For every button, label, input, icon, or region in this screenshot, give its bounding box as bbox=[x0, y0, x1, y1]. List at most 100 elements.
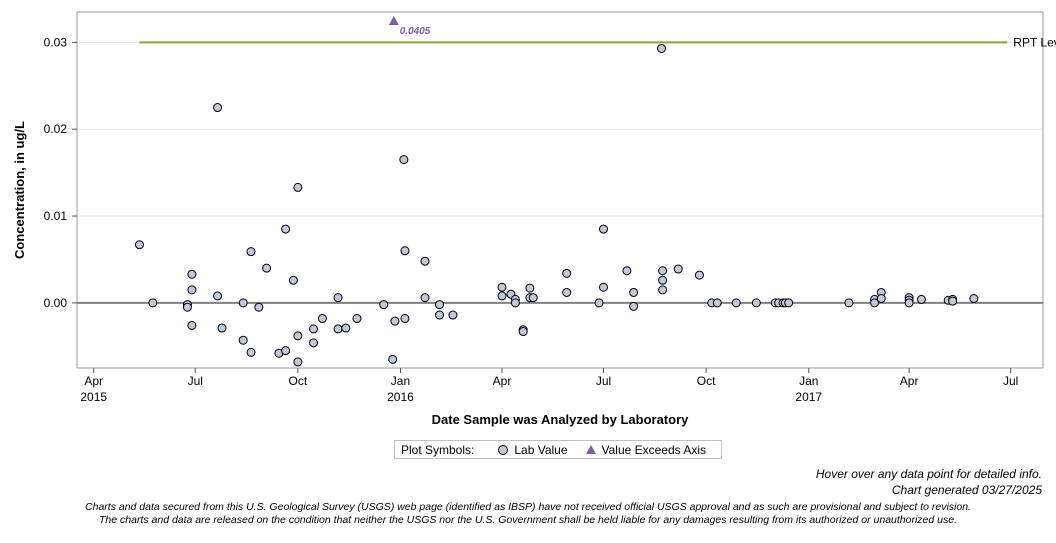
legend-title: Plot Symbols: bbox=[401, 442, 475, 457]
lab-value-point bbox=[134, 240, 144, 250]
x-tick-label: Jan bbox=[391, 374, 410, 388]
lab-value-point bbox=[599, 282, 609, 292]
rpt-level-label: RPT Level bbox=[1013, 35, 1056, 49]
y-tick-label: 0.02 bbox=[44, 122, 68, 136]
lab-value-point bbox=[784, 298, 794, 308]
lab-value-point bbox=[510, 298, 520, 308]
lab-value-point bbox=[658, 285, 668, 295]
lab-value-point bbox=[281, 346, 291, 356]
x-tick-label: Apr bbox=[900, 374, 919, 388]
lab-value-point bbox=[333, 293, 343, 303]
y-tick-label: 0.03 bbox=[44, 35, 68, 49]
lab-value-point bbox=[293, 182, 303, 192]
disclaimer: Charts and data secured from this U.S. G… bbox=[0, 501, 1056, 527]
lab-value-point bbox=[187, 285, 197, 295]
x-axis-title: Date Sample was Analyzed by Laboratory bbox=[432, 412, 689, 427]
lab-value-point bbox=[969, 294, 979, 304]
lab-value-point bbox=[288, 275, 298, 285]
grid-layer bbox=[77, 41, 1043, 304]
disclaimer-line-2: The charts and data are released on the … bbox=[99, 514, 957, 526]
lab-value-point bbox=[420, 256, 430, 266]
lab-value-point bbox=[187, 269, 197, 279]
x-tick-label: Jul bbox=[188, 374, 203, 388]
lab-value-point bbox=[448, 310, 458, 320]
lab-value-point bbox=[562, 268, 572, 278]
lab-value-point bbox=[904, 298, 914, 308]
lab-value-point bbox=[390, 316, 400, 326]
lab-value-point bbox=[341, 323, 351, 333]
lab-value-point bbox=[694, 270, 704, 280]
lab-value-point bbox=[629, 301, 639, 311]
lab-value-point bbox=[213, 291, 223, 301]
lab-value-point bbox=[293, 331, 303, 341]
chart-notes: Hover over any data point for detailed i… bbox=[816, 466, 1042, 498]
exceeds-axis-label: 0.0405 bbox=[400, 26, 431, 37]
lab-value-point bbox=[379, 300, 389, 310]
lab-value-point bbox=[731, 298, 741, 308]
lab-value-point bbox=[246, 347, 256, 357]
hover-note: Hover over any data point for detailed i… bbox=[815, 467, 1042, 481]
lab-value-point bbox=[182, 302, 192, 312]
legend: Plot Symbols: Lab Value Value Exceeds Ax… bbox=[394, 440, 722, 459]
x-tick-label: Apr bbox=[84, 374, 103, 388]
lab-value-legend-icon bbox=[498, 444, 509, 455]
lab-value-point bbox=[187, 320, 197, 330]
lab-value-point bbox=[293, 357, 303, 367]
lab-value-point bbox=[352, 314, 362, 324]
legend-item-lab-value: Lab Value bbox=[514, 442, 568, 457]
lab-value-point bbox=[599, 224, 609, 234]
lab-value-point bbox=[658, 275, 668, 285]
lab-value-point bbox=[948, 296, 958, 306]
lab-value-point bbox=[497, 282, 507, 292]
legend-item-value-exceeds-axis: Value Exceeds Axis bbox=[601, 442, 707, 457]
lab-value-point bbox=[333, 324, 343, 334]
x-tick-label: Jan bbox=[799, 374, 818, 388]
y-axis-title: Concentration, in ug/L bbox=[12, 121, 27, 259]
lab-value-point bbox=[420, 293, 430, 303]
lab-value-point bbox=[658, 266, 668, 276]
generated-note: Chart generated 03/27/2025 bbox=[891, 483, 1042, 497]
lab-value-point bbox=[629, 287, 639, 297]
x-axis: Apr 2015 Jul Oct Jan 2016 Apr Jul Oct Jan 2017 Apr J… bbox=[80, 368, 1018, 404]
lab-value-point bbox=[562, 287, 572, 297]
lab-value-point bbox=[435, 310, 445, 320]
lab-value-point bbox=[497, 291, 507, 301]
lab-value-point bbox=[751, 298, 761, 308]
lab-value-point bbox=[673, 264, 683, 274]
lab-value-point bbox=[518, 327, 528, 337]
x-tick-label: Jul bbox=[596, 374, 611, 388]
lab-value-point bbox=[876, 294, 886, 304]
lab-value-point bbox=[399, 155, 409, 165]
plot-frame bbox=[76, 11, 1044, 369]
lab-value-point bbox=[213, 103, 223, 113]
lab-value-point bbox=[916, 294, 926, 304]
x-tick-year-label: 2015 bbox=[80, 390, 107, 404]
disclaimer-line-1: Charts and data secured from this U.S. G… bbox=[85, 501, 971, 513]
lab-value-point bbox=[657, 43, 667, 53]
lab-value-point bbox=[238, 298, 248, 308]
x-tick-label: Oct bbox=[697, 374, 716, 388]
lab-value-point bbox=[870, 298, 880, 308]
y-axis: 0.00 0.01 0.02 0.03 bbox=[44, 35, 77, 310]
lab-value-point bbox=[238, 335, 248, 345]
lab-value-point bbox=[435, 300, 445, 310]
x-tick-year-label: 2017 bbox=[795, 390, 822, 404]
x-tick-label: Oct bbox=[289, 374, 308, 388]
lab-value-point bbox=[528, 293, 538, 303]
lab-value-point bbox=[281, 224, 291, 234]
lab-value-point bbox=[594, 298, 604, 308]
lab-value-point bbox=[844, 298, 854, 308]
exceeds-axis-marker bbox=[388, 16, 399, 25]
y-tick-label: 0.01 bbox=[44, 209, 68, 223]
lab-value-point bbox=[622, 266, 632, 276]
lab-value-point bbox=[246, 247, 256, 257]
lab-value-point bbox=[148, 298, 158, 308]
lab-value-point bbox=[525, 283, 535, 293]
lab-value-point bbox=[254, 302, 264, 312]
y-tick-label: 0.00 bbox=[44, 296, 68, 310]
reference-lines: RPT Level bbox=[77, 35, 1056, 304]
lab-value-point bbox=[712, 298, 722, 308]
lab-value-point bbox=[400, 246, 410, 256]
